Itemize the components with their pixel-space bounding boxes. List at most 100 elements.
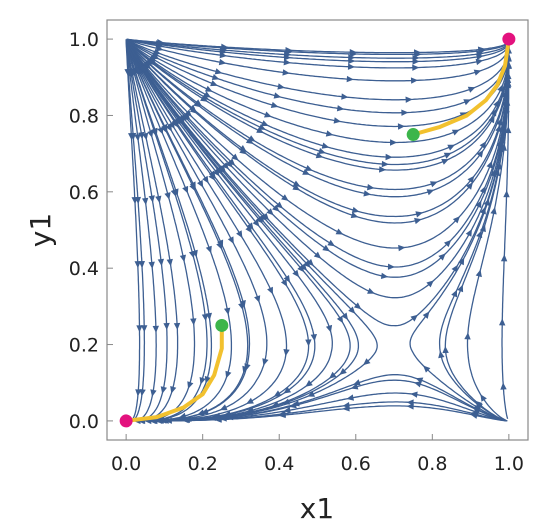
- stream-line: [125, 39, 141, 421]
- plot-frame: [106, 19, 529, 441]
- stream-arrowhead: [157, 258, 164, 267]
- stream-arrowhead: [488, 115, 495, 124]
- stream-arrowhead: [442, 346, 449, 354]
- stream-arrowhead: [128, 132, 135, 141]
- stream-arrowhead: [318, 147, 326, 155]
- stream-arrowhead: [134, 261, 141, 269]
- stream-arrowhead: [325, 130, 334, 137]
- stream-arrowhead: [225, 413, 234, 421]
- stream-arrowhead: [142, 197, 149, 206]
- stream-arrowhead: [181, 113, 189, 121]
- stream-arrowhead: [264, 111, 272, 118]
- stream-arrowhead: [225, 370, 232, 379]
- stream-arrowhead: [219, 404, 228, 411]
- stream-arrowhead: [177, 115, 185, 124]
- stream-arrowhead: [280, 279, 288, 287]
- stream-arrowhead: [170, 189, 177, 197]
- stream-arrowhead: [422, 311, 430, 319]
- stream-arrowhead: [414, 381, 422, 388]
- x-tick-label: 0.4: [264, 453, 294, 475]
- stream-line: [128, 38, 508, 56]
- y-tick-label: 0.0: [69, 411, 99, 433]
- stream-arrowhead: [412, 64, 420, 71]
- stream-line: [127, 39, 510, 82]
- stream-arrowhead: [142, 132, 149, 141]
- stream-arrowhead: [239, 300, 246, 308]
- stream-arrowhead: [224, 307, 231, 315]
- stream-arrowhead: [305, 339, 312, 347]
- stream-arrowhead: [348, 54, 356, 61]
- stream-arrowhead: [148, 54, 157, 61]
- stream-arrowhead: [187, 381, 194, 389]
- stream-line: [125, 39, 510, 198]
- y-axis-ticks: 0.0 0.2 0.4 0.6 0.8 1.0: [69, 29, 113, 433]
- stream-arrowhead: [479, 186, 486, 194]
- stream-line: [125, 40, 510, 299]
- stream-arrowhead: [231, 153, 239, 161]
- stream-arrowhead: [147, 130, 154, 138]
- stream-arrowhead: [134, 134, 141, 142]
- stream-arrowhead: [410, 77, 418, 84]
- stream-arrowhead: [205, 245, 212, 254]
- stream-arrowhead: [349, 49, 357, 56]
- stream-arrowhead: [184, 109, 192, 117]
- stream-arrowhead: [342, 405, 350, 412]
- stream-arrowhead: [465, 229, 472, 237]
- stream-arrowhead: [339, 368, 347, 375]
- stream-arrowhead: [261, 120, 269, 127]
- stream-arrowhead: [204, 85, 213, 92]
- stream-arrowhead: [483, 198, 490, 206]
- stream-arrowhead: [303, 260, 311, 268]
- stream-arrowhead: [138, 131, 145, 140]
- stream-arrowhead: [336, 105, 345, 112]
- stream-arrowhead: [441, 159, 449, 165]
- stream-arrowhead: [155, 195, 162, 204]
- stream-arrowhead: [367, 287, 375, 294]
- stream-arrowhead: [281, 194, 289, 201]
- stream-arrowhead: [272, 204, 280, 212]
- stream-arrowhead: [451, 129, 460, 136]
- y-tick-label: 0.6: [69, 182, 99, 204]
- trajectories: [124, 37, 511, 423]
- stream-arrowhead: [406, 403, 414, 410]
- stream-arrowhead: [499, 318, 506, 326]
- stream-arrowhead: [390, 139, 398, 146]
- stream-arrowhead: [381, 160, 389, 168]
- stream-arrowhead: [138, 261, 145, 269]
- stream-arrowhead: [197, 179, 204, 188]
- stream-arrowhead: [353, 379, 361, 386]
- y-tick-label: 1.0: [69, 29, 99, 51]
- stream-arrowhead: [475, 200, 482, 209]
- stream-arrowhead: [470, 412, 478, 419]
- stream-arrowhead: [305, 165, 313, 171]
- markers: [119, 32, 516, 428]
- start-point-marker: [215, 318, 229, 332]
- stream-arrowhead: [246, 222, 254, 230]
- y-tick-label: 0.4: [69, 258, 99, 280]
- stream-arrowhead: [348, 306, 356, 314]
- stream-arrowhead: [283, 275, 291, 283]
- stream-line: [125, 41, 179, 422]
- stream-arrowhead: [405, 96, 413, 103]
- stream-arrowhead: [346, 75, 354, 83]
- stream-arrowhead: [346, 394, 354, 401]
- stream-arrowhead: [247, 135, 256, 142]
- stream-line: [126, 39, 510, 101]
- y-tick-label: 0.8: [69, 105, 99, 127]
- y-tick-label: 0.2: [69, 335, 99, 357]
- stream-arrowhead: [500, 382, 507, 390]
- stream-arrowhead: [282, 69, 290, 76]
- stream-arrowhead: [467, 86, 476, 93]
- stream-arrowhead: [150, 389, 157, 397]
- stream-arrowhead: [438, 253, 446, 261]
- stream-arrowhead: [310, 334, 317, 342]
- stream-line: [125, 39, 510, 191]
- stream-arrowhead: [152, 325, 159, 333]
- stream-arrowhead: [476, 150, 484, 158]
- stream-arrowhead: [505, 126, 512, 134]
- stream-arrowhead: [351, 206, 360, 213]
- stream-line: [125, 39, 510, 144]
- stream-arrowhead: [479, 224, 486, 233]
- stream-arrowhead: [415, 377, 424, 384]
- stream-arrowhead: [490, 207, 497, 215]
